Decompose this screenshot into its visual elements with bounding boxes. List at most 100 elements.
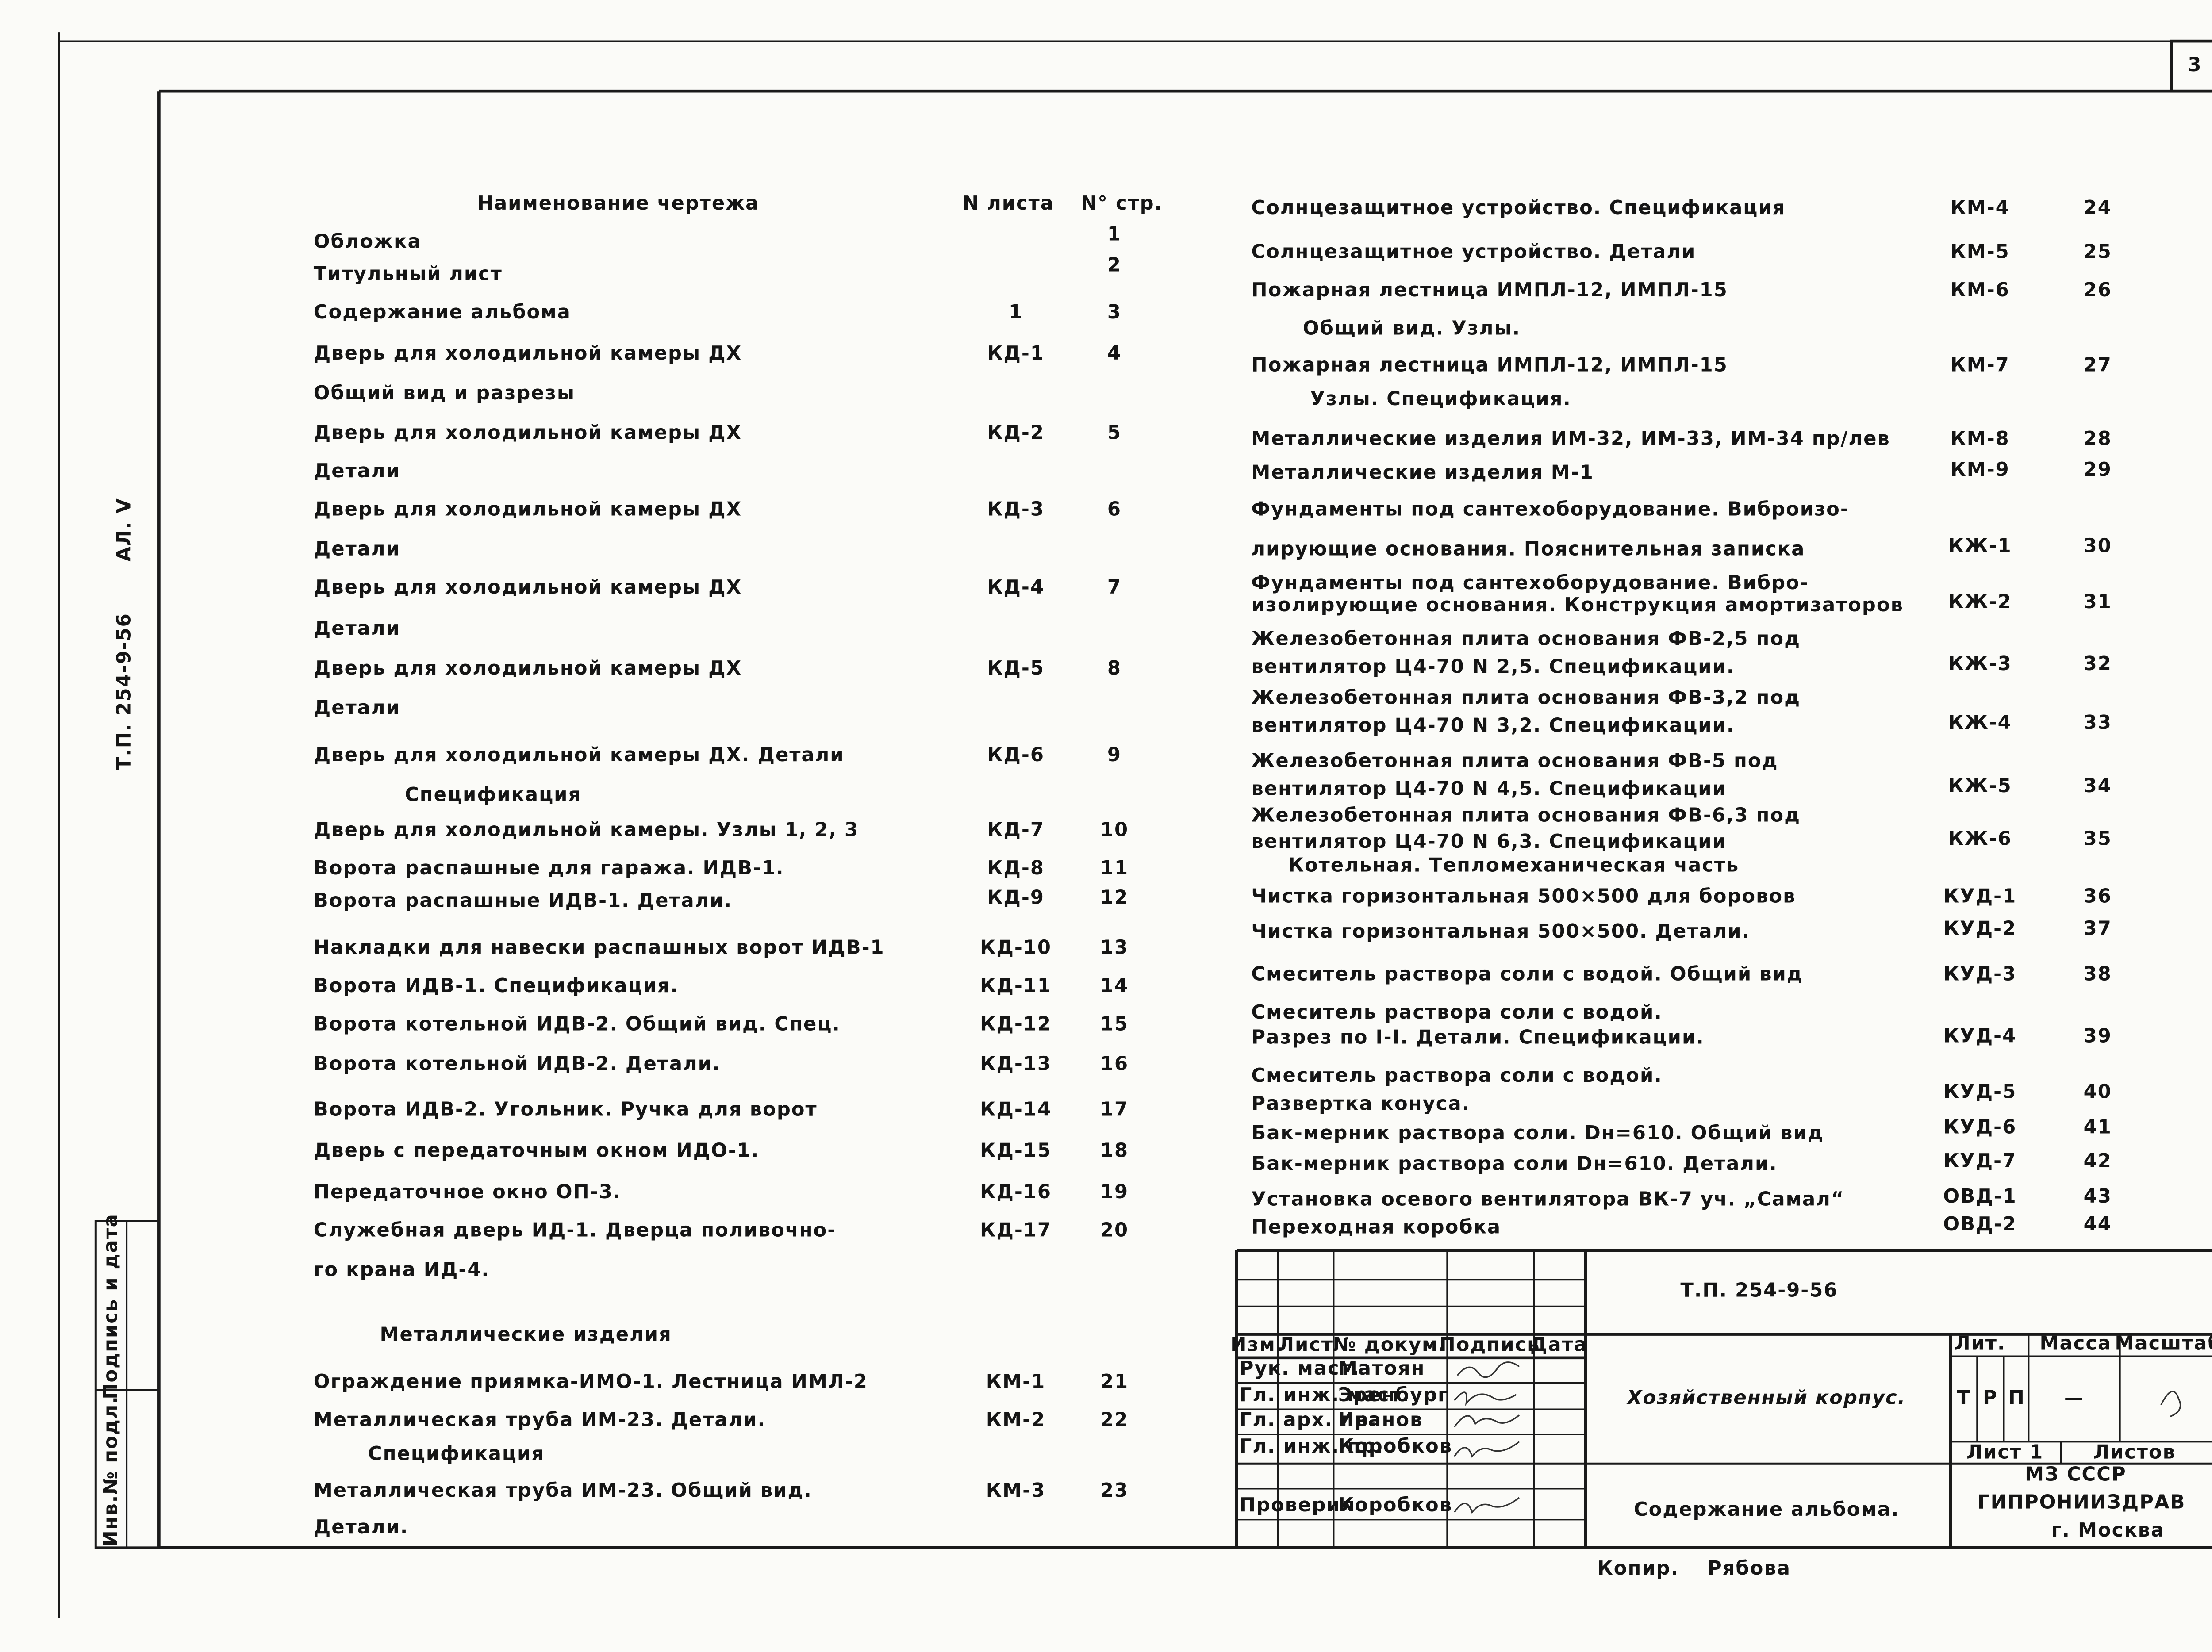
copier-label: Копир. <box>1597 1557 1679 1579</box>
page-number-cell: 34 <box>2084 775 2112 797</box>
sheet-number: КД-14 <box>980 1099 1052 1121</box>
page-number-cell: 42 <box>2084 1150 2112 1172</box>
side-album: АЛ. V <box>113 498 135 561</box>
page-number-cell: 20 <box>1100 1219 1129 1241</box>
drawing-name: Железобетонная плита основания ФВ-5 под <box>1251 750 1778 772</box>
page-number-cell: 6 <box>1107 498 1121 521</box>
sheet-number: КУД-1 <box>1943 885 2016 907</box>
title-column-header: Подпись <box>1440 1334 1540 1356</box>
drawing-name: изолирующие основания. Конструкция аморт… <box>1251 594 1904 616</box>
drawing-name: Железобетонная плита основания ФВ-6,3 по… <box>1251 804 1801 826</box>
drawing-name: Переходная коробка <box>1251 1216 1501 1238</box>
drawing-name: вентилятор Ц4-70 N 2,5. Спецификации. <box>1251 655 1735 678</box>
page-number-cell: 19 <box>1100 1181 1129 1203</box>
drawing-name: Детали <box>314 460 400 482</box>
drawing-name: Разрез по I-I. Детали. Спецификации. <box>1251 1027 1704 1049</box>
ministry: МЗ СССР <box>2025 1463 2127 1485</box>
drawing-name: вентилятор Ц4-70 N 4,5. Спецификации <box>1251 778 1726 800</box>
drawing-name: Спецификация <box>368 1443 545 1465</box>
drawing-name: Бак-мерник раствора соли. Dн=610. Общий … <box>1251 1122 1824 1144</box>
column-header: N листа <box>963 192 1054 215</box>
signature-scribble <box>1456 1361 1520 1378</box>
drawing-name: Накладки для навески распашных ворот ИДВ… <box>314 937 885 959</box>
page-number-cell: 16 <box>1100 1053 1129 1075</box>
sheet-number: КМ-3 <box>986 1480 1045 1502</box>
title-column-header: Лист <box>1278 1334 1333 1356</box>
page-number-cell: 15 <box>1100 1013 1129 1035</box>
page-number-cell: 11 <box>1100 857 1129 879</box>
drawing-name: Содержание альбома <box>314 301 571 323</box>
sheet-number: КМ-1 <box>986 1371 1045 1393</box>
sheet-number: КМ-5 <box>1950 241 2009 263</box>
object-name: Хозяйственный корпус. <box>1626 1387 1906 1409</box>
page-number-cell: 10 <box>1100 819 1129 841</box>
sheet-number: КД-13 <box>980 1053 1052 1075</box>
stamp-label: Подпись и дата <box>100 1213 122 1399</box>
drawing-name: Пожарная лестница ИМПЛ-12, ИМПЛ-15 <box>1251 279 1728 301</box>
drawing-name: Чистка горизонтальная 500×500. Детали. <box>1251 920 1750 943</box>
sheet-number: КМ-7 <box>1950 354 2009 376</box>
signature-scribble <box>2160 1391 2181 1418</box>
sheet-number: КМ-4 <box>1950 197 2009 219</box>
sheet-number: КД-6 <box>987 744 1045 766</box>
drawing-name: Солнцезащитное устройство. Спецификация <box>1251 197 1786 219</box>
drawing-name: Смеситель раствора соли с водой. Общий в… <box>1251 963 1803 985</box>
drawing-name: Дверь для холодильной камеры ДХ <box>314 657 742 679</box>
drawing-name: Передаточное окно ОП-3. <box>314 1181 621 1203</box>
drawing-name: Дверь для холодильной камеры ДХ <box>314 422 742 444</box>
sheet-number: КД-11 <box>980 975 1052 997</box>
page-number-cell: 32 <box>2084 653 2112 675</box>
signature-role: Гл. инж. маст. <box>1240 1384 1410 1406</box>
city: г. Москва <box>2051 1519 2165 1541</box>
title-column-header: № докум. <box>1333 1334 1447 1356</box>
drawing-name: Дверь с передаточным окном ИДО-1. <box>314 1140 760 1162</box>
page-number-cell: 14 <box>1100 975 1129 997</box>
side-code: Т.П. 254-9-56 <box>113 613 135 770</box>
sheet-number: КЖ-4 <box>1948 712 2012 734</box>
drawing-name: Дверь для холодильной камеры. Узлы 1, 2,… <box>314 819 859 841</box>
drawing-name: Общий вид. Узлы. <box>1303 318 1521 340</box>
page-number-cell: 27 <box>2084 354 2112 376</box>
page-number-cell: 33 <box>2084 712 2112 734</box>
page-number-cell: 12 <box>1100 887 1129 909</box>
page-number-cell: 28 <box>2084 428 2112 450</box>
page-number-box <box>2170 39 2212 93</box>
sheet-number: КЖ-2 <box>1948 591 2012 613</box>
sheet-number: КД-10 <box>980 937 1052 959</box>
title-column-header: Изм. <box>1230 1334 1284 1356</box>
drawing-name: Ворота ИДВ-2. Угольник. Ручка для ворот <box>314 1099 818 1121</box>
sheet-number: КД-4 <box>987 576 1045 598</box>
page-number-cell: 4 <box>1107 342 1121 364</box>
drawing-name: Детали. <box>314 1516 408 1538</box>
section-heading: Металлические изделия <box>380 1323 672 1345</box>
column-header: N° стр. <box>1081 192 1163 215</box>
sheet-number: КД-5 <box>987 657 1045 679</box>
sheet-number: КД-8 <box>987 857 1045 879</box>
sheet-number: КУД-2 <box>1943 917 2016 939</box>
page-number: 3 <box>2188 54 2202 76</box>
drawing-name: Фундаменты под сантехоборудование. Вибро… <box>1251 572 1809 594</box>
page-number-cell: 7 <box>1107 576 1121 598</box>
drawing-name: Ворота котельной ИДВ-2. Общий вид. Спец. <box>314 1013 841 1035</box>
page-number-cell: 9 <box>1107 744 1121 766</box>
signature-name: Матоян <box>1338 1357 1425 1380</box>
signature-name: Иванов <box>1338 1409 1423 1431</box>
sheet-number: КЖ-3 <box>1948 653 2012 675</box>
drawing-name: Дверь для холодильной камеры ДХ <box>314 576 742 598</box>
page-number-cell: 43 <box>2084 1185 2112 1207</box>
page-number-cell: 25 <box>2084 241 2112 263</box>
page-number-cell: 23 <box>1100 1480 1129 1502</box>
drawing-name: Служебная дверь ИД-1. Дверца поливочно- <box>314 1219 836 1241</box>
sheet-number: КУД-4 <box>1943 1025 2016 1047</box>
drawing-name: Детали <box>314 617 400 640</box>
page-number-cell: 44 <box>2084 1213 2112 1235</box>
lit-letter: Т <box>1957 1387 1971 1409</box>
sheet-number: КУД-5 <box>1943 1081 2016 1103</box>
sheet-number: КД-12 <box>980 1013 1052 1035</box>
drawing-name: лирующие основания. Пояснительная записк… <box>1251 538 1805 560</box>
signature-scribble <box>1454 1414 1520 1428</box>
sheet-number: ОВД-2 <box>1943 1213 2016 1235</box>
drawing-name: Детали <box>314 538 400 560</box>
sheet-label: Лист 1 <box>1966 1441 2043 1464</box>
